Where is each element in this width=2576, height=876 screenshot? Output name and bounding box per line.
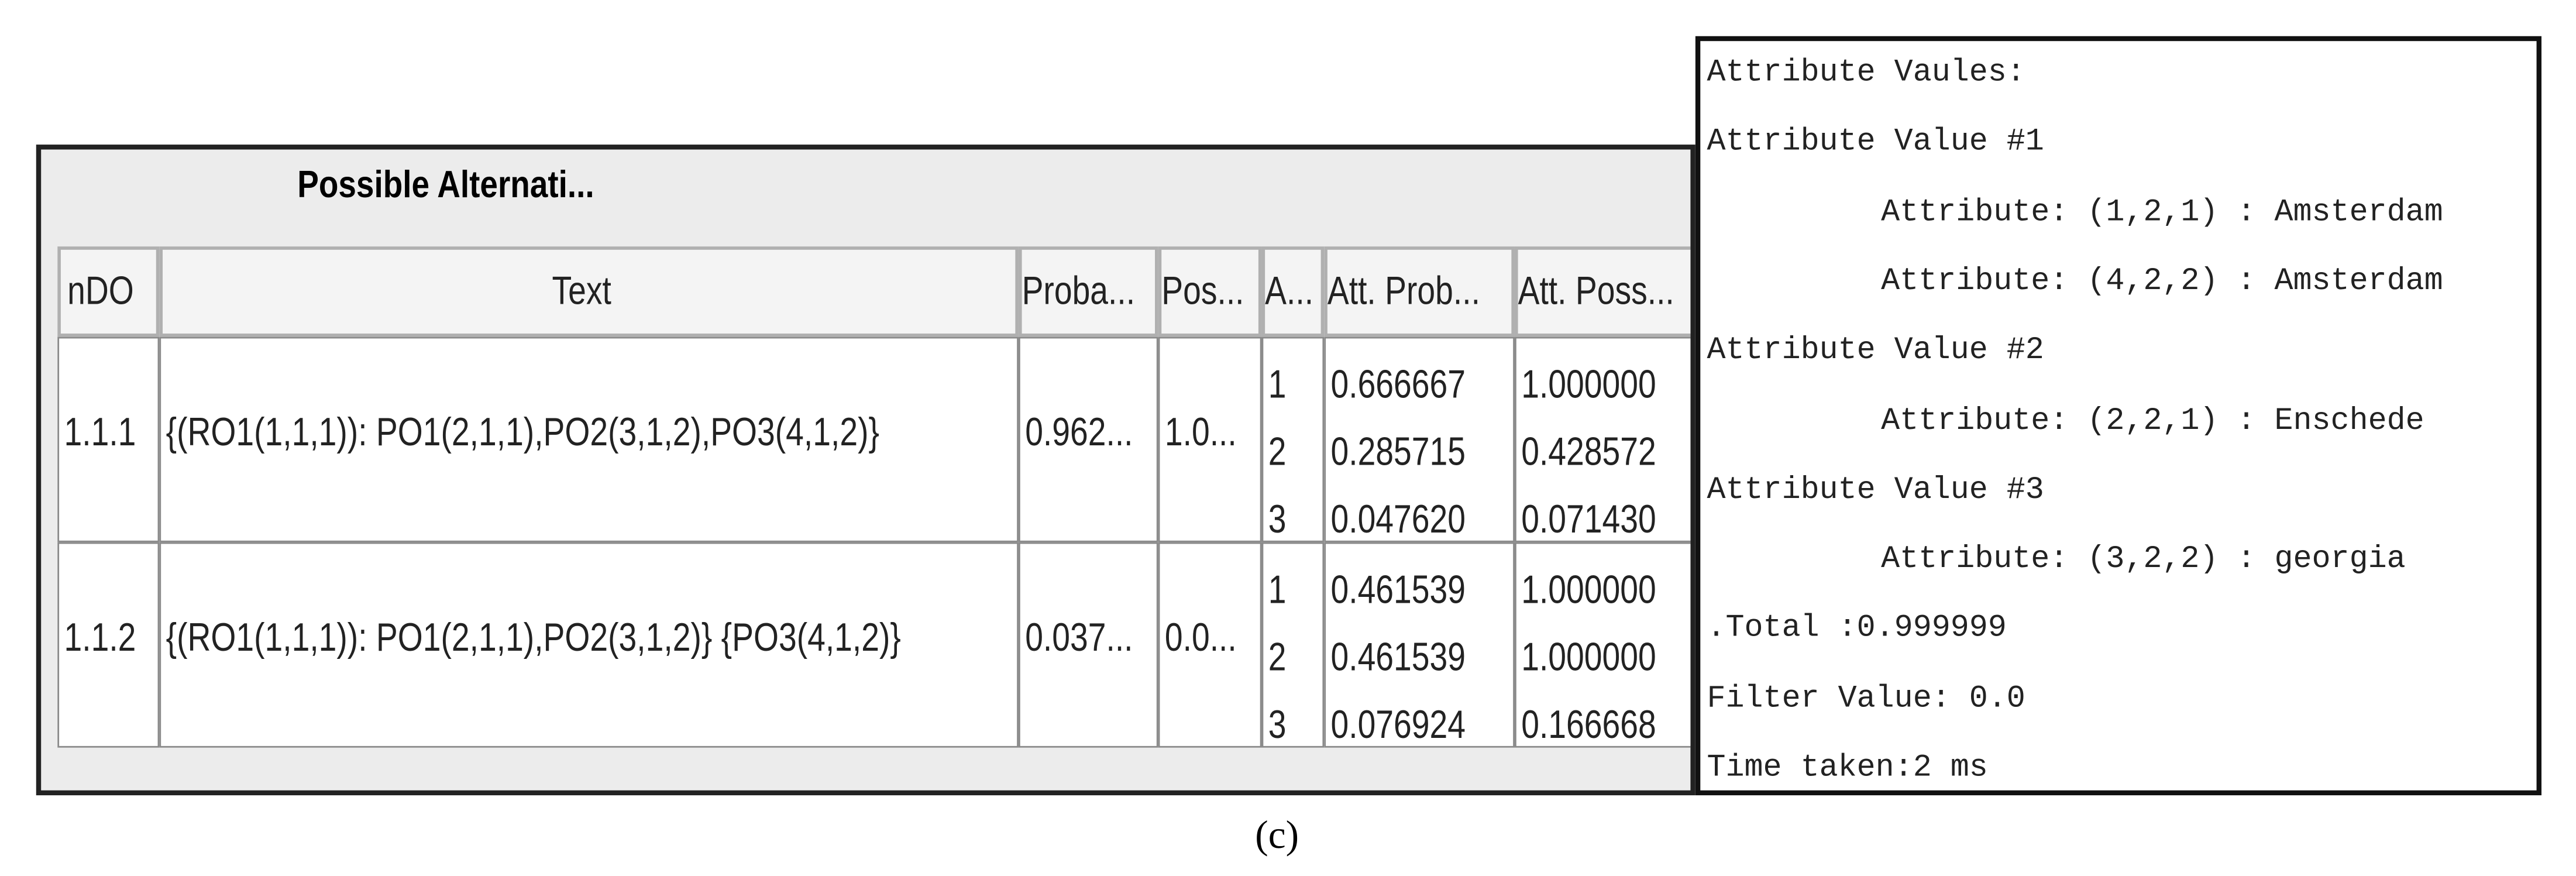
- column-header-text: Proba...: [1022, 269, 1136, 314]
- console-line: Filter Value: 0.0: [1707, 679, 2025, 716]
- cell-text: 0.962...: [1025, 411, 1133, 455]
- table-cell: 0.461539 0.461539 0.076924: [1324, 542, 1515, 748]
- cell-text: 0.428572: [1521, 430, 1656, 475]
- table-cell: 0.666667 0.285715 0.047620: [1324, 336, 1515, 542]
- console-output: Attribute Vaules: Attribute Value #1 Attri…: [1695, 36, 2541, 796]
- cell-line: 0.076924: [1330, 692, 1513, 748]
- console-line: .Total :0.999999: [1707, 610, 2007, 647]
- table: nDO Text Proba... Pos... A... Att. Prob... Att…: [57, 246, 1691, 755]
- cell-line: 0.047620: [1330, 486, 1513, 542]
- column-header: Proba...: [1018, 246, 1158, 337]
- cell-text: 3: [1268, 497, 1287, 542]
- alternatives-panel: Possible Alternati... nDO Text Proba... Pos…: [36, 145, 1695, 796]
- cell-text: 0.071430: [1521, 497, 1656, 542]
- cell-text: 1.000000: [1521, 568, 1656, 613]
- table-cell: {(RO1(1,1,1)): PO1(2,1,1),PO2(3,1,2)} {P…: [159, 542, 1019, 748]
- cell-text: 0.0...: [1164, 616, 1237, 661]
- table-cell: 1 2 3: [1261, 336, 1325, 542]
- table-cell: 1.000000 1.000000 0.166668: [1514, 542, 1691, 748]
- column-header: A...: [1261, 246, 1325, 337]
- cell-text: 0.037...: [1025, 616, 1133, 661]
- cell-text: 3: [1268, 703, 1287, 748]
- column-header-text: Att. Poss...: [1518, 269, 1674, 314]
- panel-title: Possible Alternati...: [297, 162, 594, 205]
- console-line: Attribute: (2,2,1) : Enschede: [1881, 401, 2424, 438]
- cell-text: 0.166668: [1521, 703, 1656, 748]
- cell-text: {(RO1(1,1,1)): PO1(2,1,1),PO2(3,1,2)} {P…: [166, 616, 901, 661]
- table-cell: 0.0...: [1158, 542, 1262, 748]
- cell-text: 1.000000: [1521, 635, 1656, 681]
- column-header: nDO: [57, 246, 160, 337]
- cell-text: {(RO1(1,1,1)): PO1(2,1,1),PO2(3,1,2),PO3…: [166, 411, 879, 455]
- table-cell: 1.0...: [1158, 336, 1262, 542]
- caption: (c): [1255, 815, 1299, 858]
- column-header: Att. Prob...: [1324, 246, 1515, 337]
- cell-text: 2: [1268, 430, 1287, 475]
- cell-line: 2: [1268, 624, 1323, 692]
- table-cell: 1.1.2: [57, 542, 160, 748]
- cell-line: 0.285715: [1330, 419, 1513, 486]
- column-header: Text: [159, 246, 1019, 337]
- column-header-text: Pos...: [1161, 269, 1244, 314]
- cell-line: 3: [1268, 486, 1323, 542]
- cell-line: 1.000000: [1521, 557, 1690, 624]
- cell-text: 0.461539: [1330, 635, 1466, 681]
- cell-text: 1.1.1: [64, 411, 136, 455]
- cell-line: 0.071430: [1521, 486, 1690, 542]
- cell-text: 1: [1268, 568, 1287, 613]
- cell-line: 2: [1268, 419, 1323, 486]
- console-line: Attribute: (3,2,2) : georgia: [1881, 541, 2406, 577]
- console-line: Attribute Value #1: [1707, 123, 2044, 160]
- column-header-text: Att. Prob...: [1327, 269, 1480, 314]
- cell-text: 0.666667: [1330, 363, 1466, 408]
- column-header: Att. Poss...: [1514, 246, 1691, 337]
- console-line: Attribute Vaules:: [1707, 54, 2025, 91]
- cell-text: 0.047620: [1330, 497, 1466, 542]
- column-header-text: Text: [552, 269, 613, 314]
- cell-line: 0.428572: [1521, 419, 1690, 486]
- cell-line: 3: [1268, 692, 1323, 748]
- cell-line: 0.461539: [1330, 557, 1513, 624]
- console-line: Attribute: (1,2,1) : Amsterdam: [1881, 193, 2443, 229]
- column-header-text: A...: [1265, 269, 1314, 314]
- cell-text: 2: [1268, 635, 1287, 681]
- cell-text: 0.076924: [1330, 703, 1466, 748]
- console-line: Time taken:2 ms: [1707, 749, 1988, 786]
- cell-text: 1.1.2: [64, 616, 136, 661]
- cell-line: 1: [1268, 352, 1323, 419]
- table-cell: 1.1.1: [57, 336, 160, 542]
- cell-line: 0.461539: [1330, 624, 1513, 692]
- table-cell: 0.962...: [1018, 336, 1158, 542]
- column-header: Pos...: [1158, 246, 1262, 337]
- table-cell: 1 2 3: [1261, 542, 1325, 748]
- console-line: Attribute Value #2: [1707, 332, 2044, 369]
- cell-line: 0.666667: [1330, 352, 1513, 419]
- table-cell: 1.000000 0.428572 0.071430: [1514, 336, 1691, 542]
- cell-line: 1.000000: [1521, 352, 1690, 419]
- cell-line: 1: [1268, 557, 1323, 624]
- cell-text: 0.461539: [1330, 568, 1466, 613]
- column-header-text: nDO: [68, 269, 135, 314]
- table-cell: 0.037...: [1018, 542, 1158, 748]
- console-line: Attribute: (4,2,2) : Amsterdam: [1881, 262, 2443, 299]
- cell-text: 0.285715: [1330, 430, 1466, 475]
- table-cell: {(RO1(1,1,1)): PO1(2,1,1),PO2(3,1,2),PO3…: [159, 336, 1019, 542]
- cell-text: 1.0...: [1164, 411, 1237, 455]
- cell-text: 1.000000: [1521, 363, 1656, 408]
- cell-line: 0.166668: [1521, 692, 1690, 748]
- cell-text: 1: [1268, 363, 1287, 408]
- console-line: Attribute Value #3: [1707, 471, 2044, 508]
- cell-line: 1.000000: [1521, 624, 1690, 692]
